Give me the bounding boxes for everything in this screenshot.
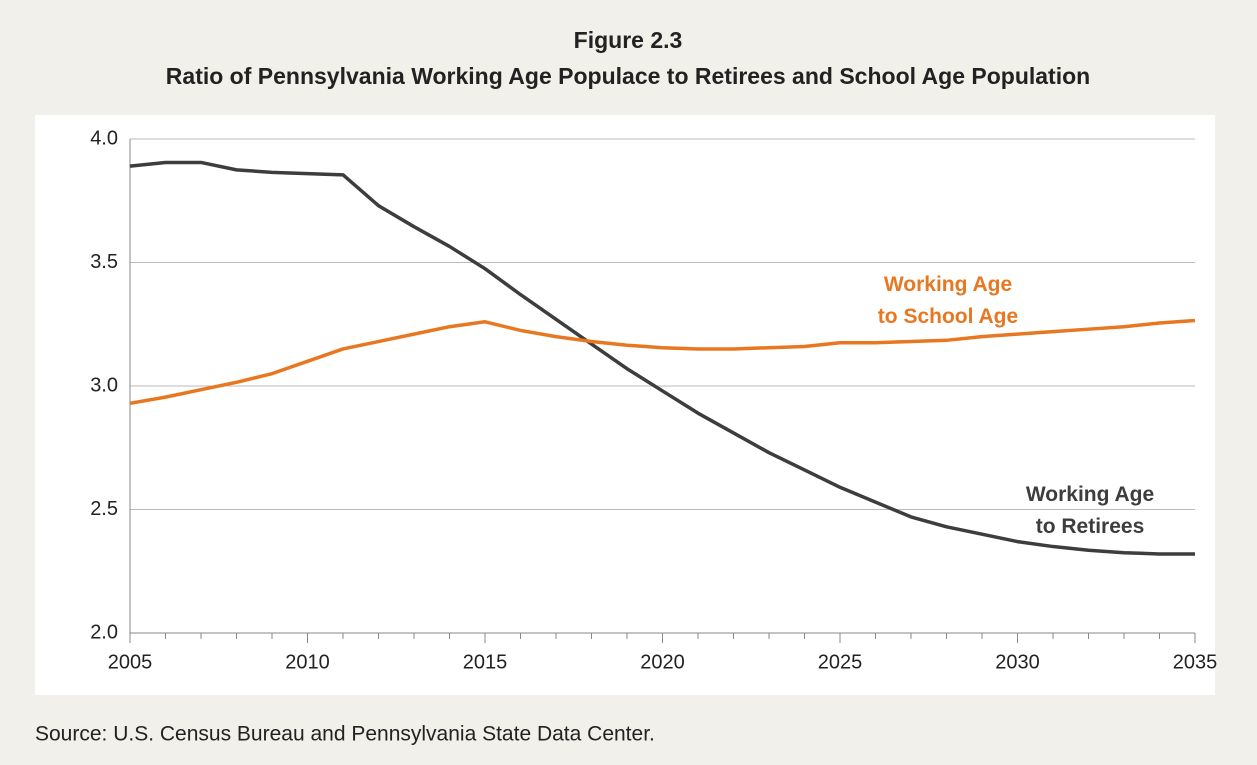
plot-panel [35, 115, 1215, 695]
y-tick-label: 3.5 [90, 251, 118, 273]
series-label-line: to Retirees [1036, 515, 1145, 538]
x-tick-label: 2020 [640, 651, 685, 673]
y-tick-label: 4.0 [90, 127, 118, 149]
series-line [129, 318, 1196, 406]
series-line [129, 160, 1195, 556]
series-label-line: to School Age [878, 305, 1018, 328]
x-tick-label: 2030 [995, 651, 1040, 673]
x-tick-label: 2005 [108, 651, 153, 673]
x-tick-label: 2035 [1173, 651, 1218, 673]
x-tick-label: 2015 [463, 651, 508, 673]
y-tick-label: 2.0 [90, 621, 118, 643]
series-label: Working Age to Retirees [1026, 483, 1154, 538]
y-tick-label: 3.0 [90, 374, 118, 396]
chart-subtitle: Ratio of Pennsylvania Working Age Popula… [166, 63, 1090, 89]
y-tick-label: 2.5 [90, 498, 118, 520]
x-tick-label: 2010 [285, 651, 330, 673]
source-note: Source: U.S. Census Bureau and Pennsylva… [35, 723, 655, 746]
series-label-line: Working Age [1026, 483, 1154, 506]
chart-title: Figure 2.3 [574, 27, 683, 53]
series-label-line: Working Age [884, 273, 1012, 296]
x-tick-label: 2025 [818, 651, 863, 673]
series-label: Working Age to School Age [878, 273, 1018, 328]
